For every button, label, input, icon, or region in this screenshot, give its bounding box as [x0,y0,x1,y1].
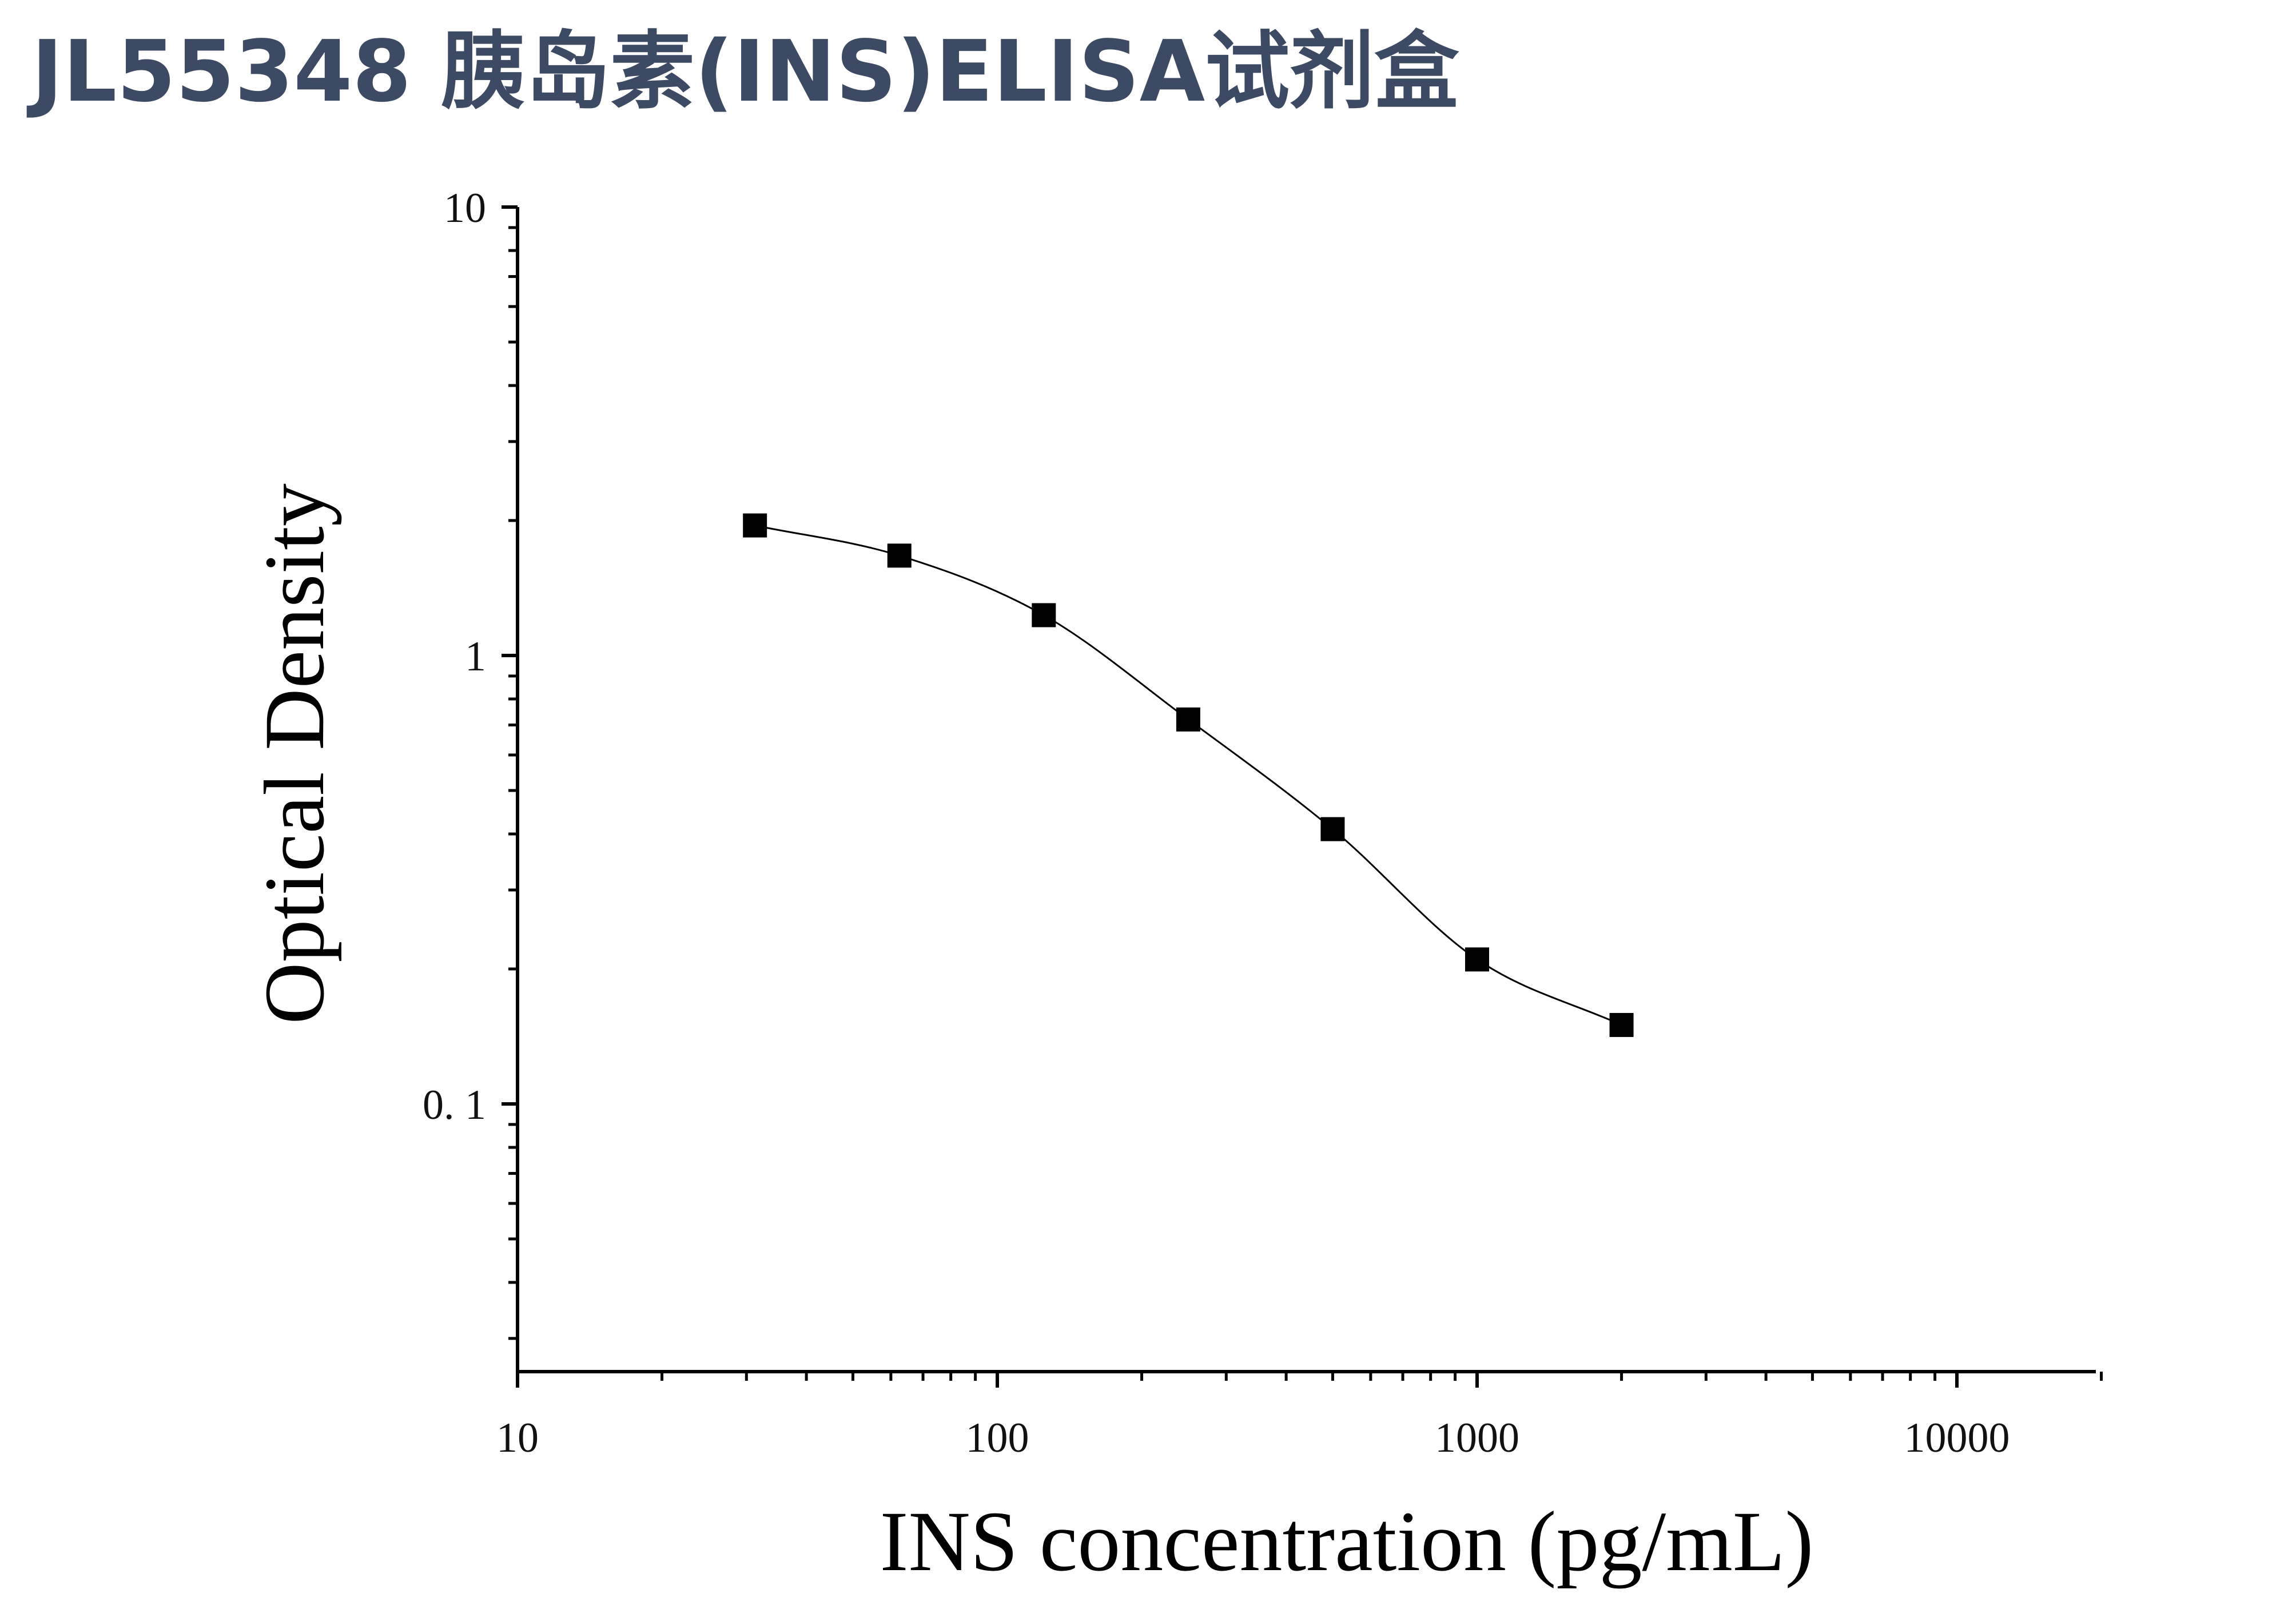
x-tick-label: 100 [966,1415,1029,1461]
data-points [743,513,1634,1037]
x-tick-label: 1000 [1435,1415,1519,1461]
fit-curve [754,525,1622,1026]
x-tick-labels: 10 100 1000 10000 [496,1415,2010,1461]
x-tick-label: 10 [496,1415,539,1461]
x-tick-label: 10000 [1904,1415,2010,1461]
data-point [1465,947,1489,972]
y-tick-label: 1 [465,633,486,680]
y-axis-title: Optical Density [247,483,342,1024]
x-major-ticks [516,1372,1959,1388]
y-tick-label: 10 [444,185,486,232]
data-point [1032,603,1056,627]
data-point [887,543,912,568]
data-point [1320,817,1345,841]
data-point [743,513,767,538]
page-title: JL55348 胰岛素(INS)ELISA试剂盒 [31,22,1459,121]
data-point [1609,1012,1634,1037]
y-major-ticks [502,205,518,1106]
x-axis-title: INS concentration (pg/mL) [880,1494,1814,1589]
data-point [1176,707,1200,732]
y-tick-label: 0. 1 [423,1082,486,1129]
y-tick-labels: 0. 1 1 10 [423,185,486,1129]
